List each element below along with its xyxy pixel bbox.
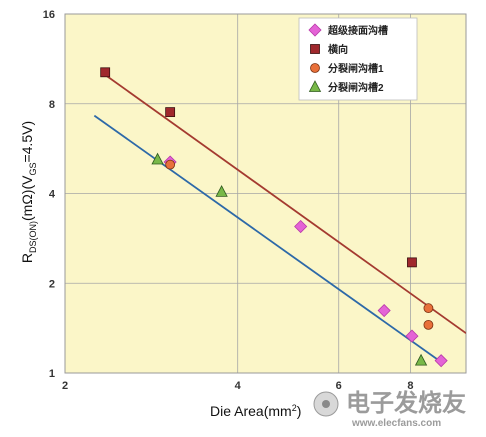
- legend-marker-2: [310, 63, 320, 73]
- legend-label-1: 横向: [328, 43, 348, 56]
- data-points: [100, 67, 448, 368]
- point-series-2: [165, 159, 176, 170]
- trendlines: [93, 74, 466, 364]
- y-axis-title: RDS(ON)(mΩ)(VGS=4.5V): [19, 121, 38, 263]
- legend-label-3: 分裂闸沟槽2: [328, 81, 384, 94]
- point-series-0: [377, 303, 391, 318]
- watermark-badge-dot-icon: [322, 400, 330, 408]
- x-axis-title: Die Area(mm2): [210, 403, 301, 419]
- point-series-0: [434, 354, 448, 368]
- legend-marker-1: [310, 44, 320, 54]
- point-series-0: [294, 219, 308, 234]
- point-series-0: [405, 329, 419, 343]
- y-tick-label: 8: [49, 99, 55, 111]
- point-series-2: [423, 319, 434, 330]
- point-series-3: [215, 185, 228, 197]
- legend-label-2: 分裂闸沟槽1: [328, 62, 384, 75]
- point-series-1: [100, 67, 111, 78]
- plot-frame: [64, 13, 467, 374]
- y-tick-label: 2: [49, 278, 55, 290]
- trendline-0: [104, 74, 466, 334]
- y-tick-label: 16: [43, 9, 55, 21]
- point-series-3: [151, 152, 164, 165]
- point-series-1: [407, 257, 417, 268]
- x-tick-label: 2: [62, 380, 68, 392]
- watermark-url: www.elecfans.com: [351, 418, 441, 429]
- x-axis-ticks: 2 4 6 8: [62, 380, 414, 392]
- x-tick-label: 4: [235, 380, 242, 392]
- x-tick-label: 8: [407, 380, 413, 392]
- x-tick-label: 6: [336, 380, 342, 392]
- point-series-3: [414, 353, 428, 366]
- y-tick-label: 1: [49, 368, 55, 380]
- watermark-logo: 电子发烧友 www.elecfans.com: [313, 389, 466, 429]
- y-tick-label: 4: [49, 189, 56, 201]
- legend-label-0: 超级接面沟槽: [327, 24, 388, 37]
- point-series-2: [423, 303, 434, 314]
- point-series-1: [165, 107, 176, 118]
- legend-marker-0: [308, 23, 322, 37]
- legend-marker-3: [308, 80, 322, 92]
- trendline-1: [93, 114, 444, 364]
- watermark-main: 电子发烧友: [346, 389, 466, 417]
- y-axis-ticks: 1 2 4 8 16: [43, 9, 56, 380]
